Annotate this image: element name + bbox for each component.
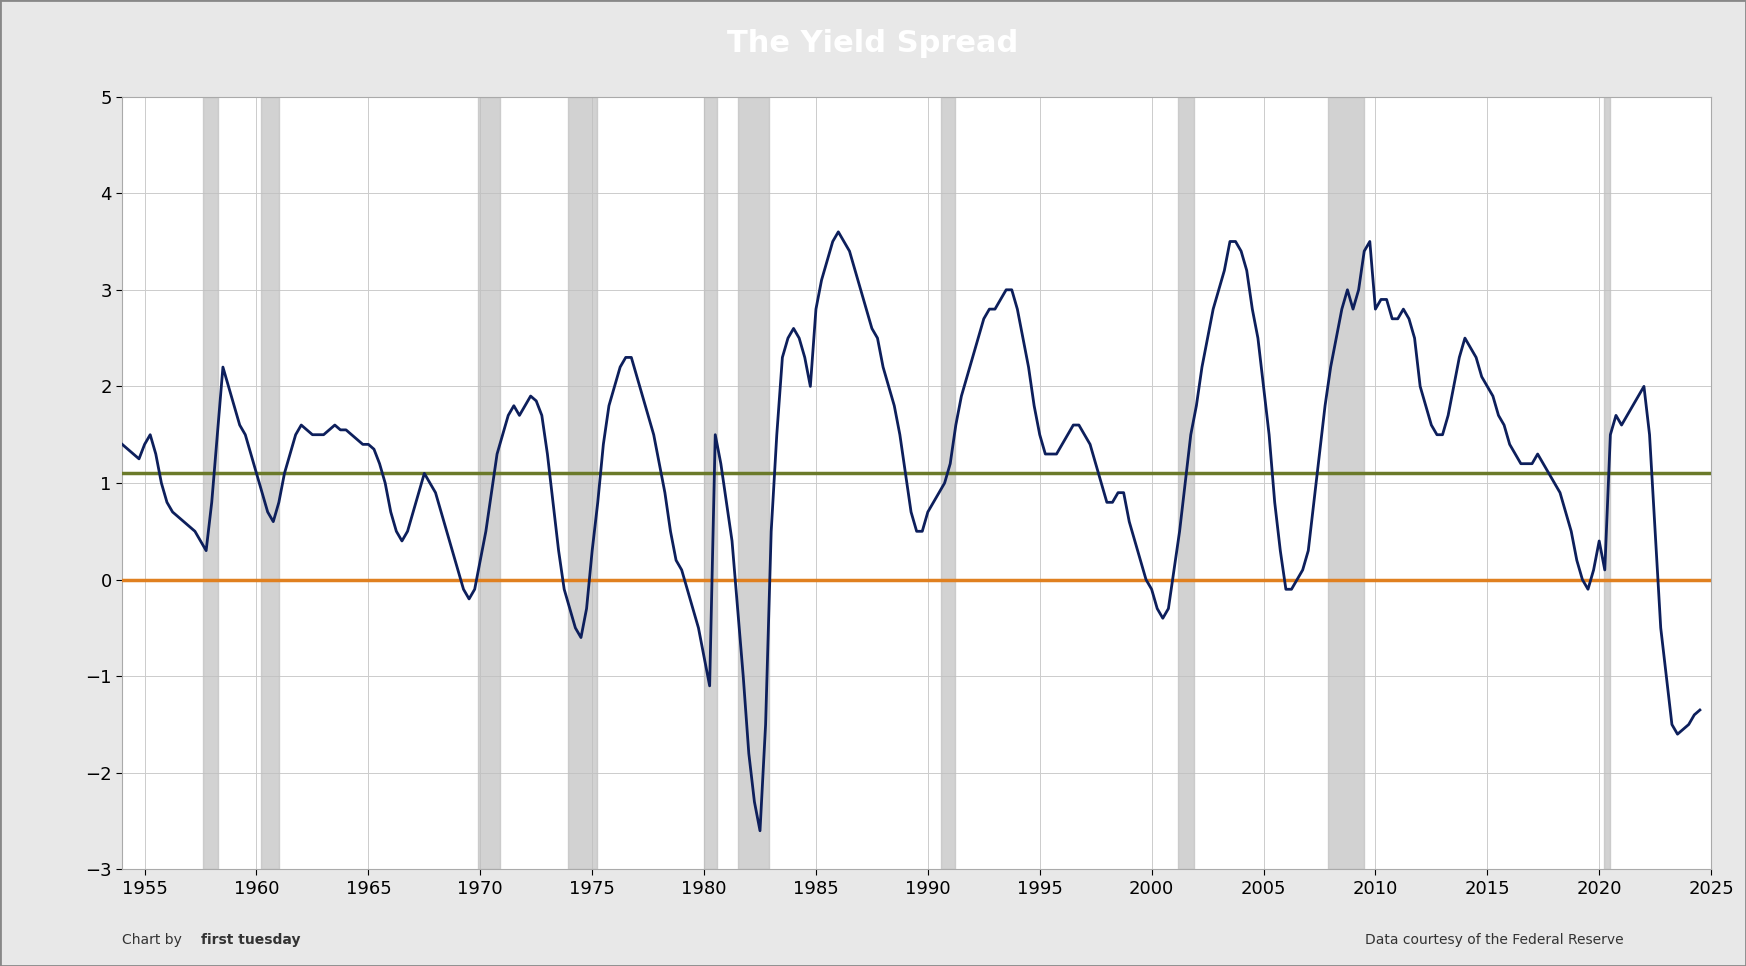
Text: Data courtesy of the Federal Reserve: Data courtesy of the Federal Reserve: [1365, 933, 1624, 947]
Bar: [1329, 97, 1364, 869]
Bar: [941, 97, 955, 869]
Bar: [260, 97, 279, 869]
Bar: [478, 97, 501, 869]
Text: first tuesday: first tuesday: [201, 933, 300, 947]
Bar: [203, 97, 218, 869]
Bar: [567, 97, 597, 869]
Bar: [1603, 97, 1610, 869]
Text: The Yield Spread: The Yield Spread: [728, 29, 1018, 58]
Bar: [704, 97, 718, 869]
Bar: [1179, 97, 1194, 869]
Bar: [737, 97, 768, 869]
Text: Chart by: Chart by: [122, 933, 187, 947]
